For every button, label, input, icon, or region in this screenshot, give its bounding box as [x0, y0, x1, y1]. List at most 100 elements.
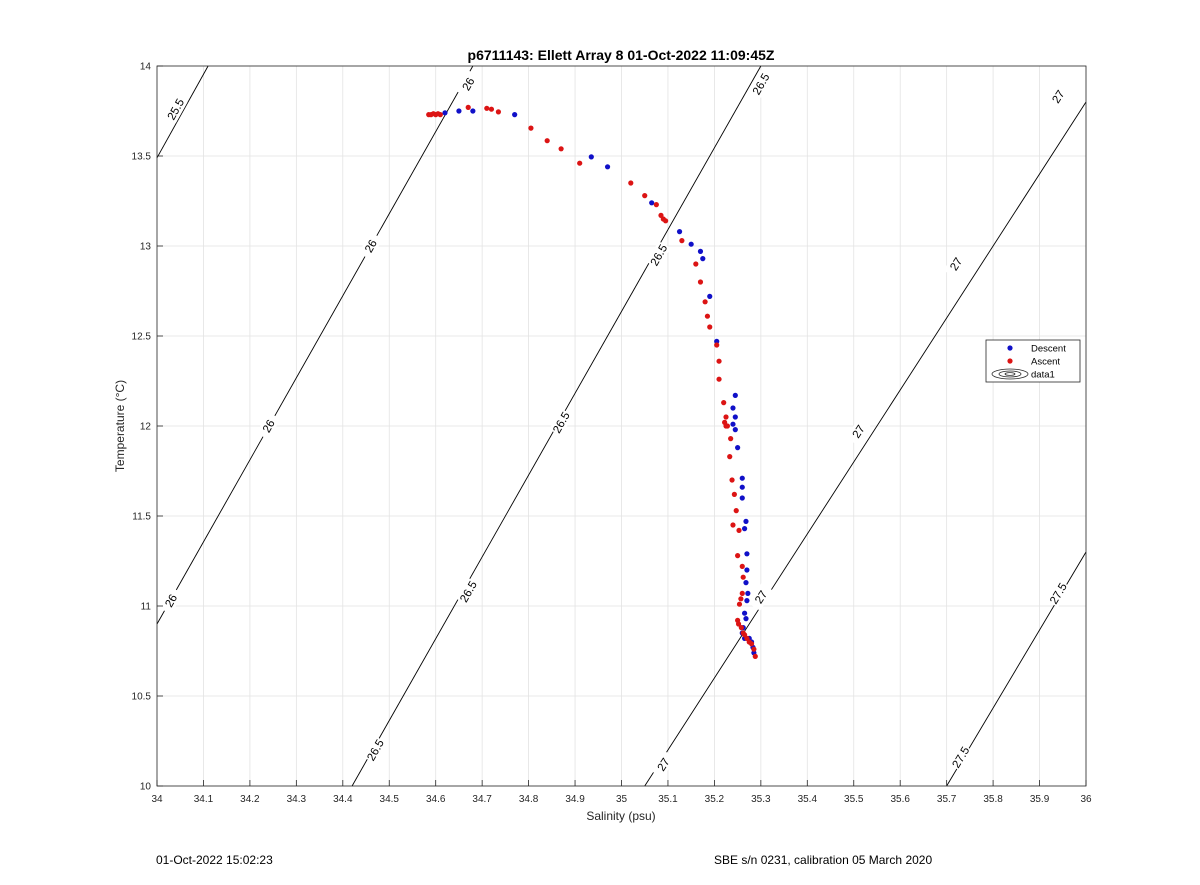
y-tick-label: 11.5: [132, 512, 151, 523]
contour-label-group: 26: [456, 70, 481, 98]
ascent-point: [437, 112, 443, 118]
density-contour-line: [644, 101, 1087, 787]
legend-box: [985, 339, 1081, 383]
x-tick-label: 35: [616, 794, 628, 805]
contour-label-group: 26.5: [456, 577, 481, 606]
ascent-point: [723, 414, 729, 420]
ascent-point: [735, 553, 741, 559]
ascent-point: [707, 324, 713, 330]
descent-point: [739, 495, 745, 501]
ascent-point: [739, 563, 745, 570]
x-tick-label: 34.7: [472, 794, 492, 805]
x-tick-label: 34.3: [287, 794, 307, 805]
ascent-point: [704, 313, 711, 319]
ascent-point: [730, 522, 736, 528]
x-tick-label: 35.4: [798, 794, 818, 805]
ascent-point: [716, 358, 722, 364]
ascent-point: [663, 218, 669, 224]
contour-label: 27: [1050, 89, 1067, 106]
ascent-point: [728, 436, 734, 442]
descent-point: [732, 414, 738, 420]
contour-label: 26: [461, 76, 478, 93]
calibration-note: SBE s/n 0231, calibration 05 March 2020: [714, 853, 933, 867]
descent-point: [743, 616, 749, 622]
ascent-point: [738, 596, 744, 602]
contour-label-bg: [158, 586, 183, 615]
descent-point: [714, 338, 720, 344]
legend-ascent-marker: [1007, 358, 1013, 364]
contour-label-group: 27: [846, 417, 871, 446]
descent-point: [732, 427, 738, 433]
legend-descent-marker: [1007, 345, 1013, 351]
ascent-point: [738, 625, 744, 631]
y-tick-label: 14: [140, 62, 152, 73]
legend-ascent-label: Ascent: [1031, 357, 1060, 368]
contour-label-bg: [1045, 82, 1071, 111]
contour-label-bg: [256, 412, 281, 440]
descent-point: [744, 598, 750, 604]
ascent-point: [739, 590, 745, 597]
ascent-point: [679, 238, 685, 244]
contour-label-bg: [456, 70, 481, 98]
contour-label-group: 26: [358, 232, 383, 260]
axis-ticks: 34 34.1 34.2 34.3 34.4 34.5 34.6 34.7 34.8 34.9 35…: [132, 62, 1092, 806]
x-tick-label: 35.5: [844, 794, 864, 805]
legend-data1-label: data1: [1031, 370, 1055, 381]
x-tick-label: 34.4: [333, 794, 353, 805]
legend-descent-label: Descent: [1031, 344, 1066, 355]
descent-point: [700, 256, 706, 262]
ascent-point: [729, 477, 735, 483]
ascent-point: [465, 104, 471, 110]
ascent-point: [736, 601, 743, 607]
contour-label-group: 26: [158, 586, 183, 615]
contour-label-bg: [549, 408, 574, 437]
contour-label-bg: [748, 583, 774, 611]
contour-label: 27: [753, 589, 770, 606]
x-tick-label: 34.6: [426, 794, 446, 805]
y-tick-label: 12: [140, 422, 152, 433]
ascent-point: [697, 279, 704, 285]
descent-point: [739, 484, 745, 490]
contour-label-bg: [748, 70, 773, 98]
descent-point: [732, 392, 738, 398]
contour-label: 26: [261, 418, 278, 435]
x-tick-label: 35.3: [751, 794, 771, 805]
contour-label-bg: [163, 95, 188, 124]
descent-point: [745, 590, 751, 597]
x-tick-label: 35.2: [705, 794, 725, 805]
contour-label-bg: [943, 250, 969, 278]
ascent-point: [727, 454, 733, 460]
ascent-point: [628, 180, 634, 186]
descent-point: [741, 526, 748, 532]
x-tick-label: 35.1: [658, 794, 678, 805]
print-timestamp: 01-Oct-2022 15:02:23: [156, 853, 273, 867]
contour-label-bg: [948, 743, 973, 772]
descent-point: [697, 248, 704, 254]
ascent-point: [731, 491, 737, 497]
ascent-point: [714, 342, 720, 348]
ascent-point: [723, 423, 729, 429]
y-tick-label: 10: [140, 782, 152, 793]
ascent-point: [721, 400, 727, 406]
contour-label-group: 27: [1045, 82, 1071, 111]
y-tick-label: 10.5: [132, 692, 152, 703]
ascent-point: [751, 646, 757, 652]
contour-label-bg: [846, 417, 871, 446]
ascent-point: [558, 146, 564, 152]
ascent-point: [642, 193, 648, 199]
ascent-point: [653, 202, 659, 208]
contour-label-group: 27: [943, 250, 969, 278]
y-tick-label: 11: [141, 602, 152, 613]
contour-label-group: 27: [748, 583, 774, 611]
contour-label-bg: [1045, 579, 1071, 608]
y-axis-label: Temperature (°C): [113, 380, 127, 472]
contour-label: 26: [363, 238, 380, 255]
descent-point: [730, 405, 736, 411]
ascent-point: [716, 376, 722, 382]
x-tick-label: 36: [1080, 794, 1092, 805]
ascent-point: [577, 160, 583, 166]
descent-point: [741, 610, 748, 616]
ascent-point: [736, 527, 742, 534]
x-tick-label: 34: [151, 794, 163, 805]
ascent-point: [740, 574, 746, 580]
